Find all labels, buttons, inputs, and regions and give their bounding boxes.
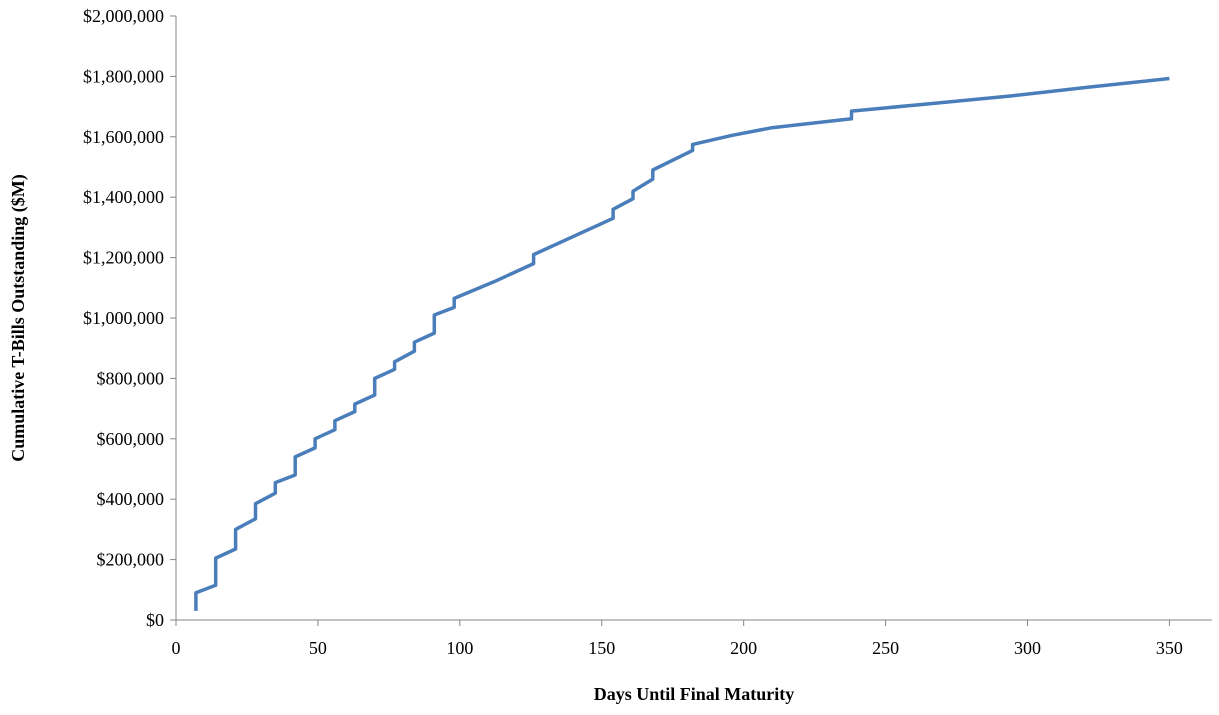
y-tick-label: $800,000 bbox=[97, 368, 165, 388]
y-tick-label: $1,800,000 bbox=[83, 66, 164, 86]
y-tick-label: $400,000 bbox=[97, 489, 165, 509]
y-tick-label: $1,600,000 bbox=[83, 127, 164, 147]
x-tick-label: 0 bbox=[172, 638, 181, 658]
y-tick-label: $0 bbox=[146, 610, 164, 630]
y-tick-label: $1,200,000 bbox=[83, 248, 164, 268]
y-axis-title: Cumulative T-Bills Outstanding ($M) bbox=[8, 174, 29, 462]
plot-area: $0 $200,000 $400,000 $600,000 $800,000 $1,000… bbox=[83, 6, 1212, 658]
x-tick-label: 300 bbox=[1014, 638, 1041, 658]
y-tick-label: $200,000 bbox=[97, 550, 165, 570]
x-tick-label: 150 bbox=[588, 638, 615, 658]
x-axis-title: Days Until Final Maturity bbox=[594, 684, 795, 704]
y-tick-label: $2,000,000 bbox=[83, 6, 164, 26]
y-tick-label: $1,400,000 bbox=[83, 187, 164, 207]
x-tick-label: 100 bbox=[446, 638, 473, 658]
x-tick-label: 200 bbox=[730, 638, 757, 658]
y-tick-label: $1,000,000 bbox=[83, 308, 164, 328]
y-tick-label: $600,000 bbox=[97, 429, 165, 449]
x-tick-label: 350 bbox=[1156, 638, 1183, 658]
series-line bbox=[194, 76, 1170, 611]
x-tick-label: 250 bbox=[872, 638, 899, 658]
x-tick-label: 50 bbox=[309, 638, 327, 658]
